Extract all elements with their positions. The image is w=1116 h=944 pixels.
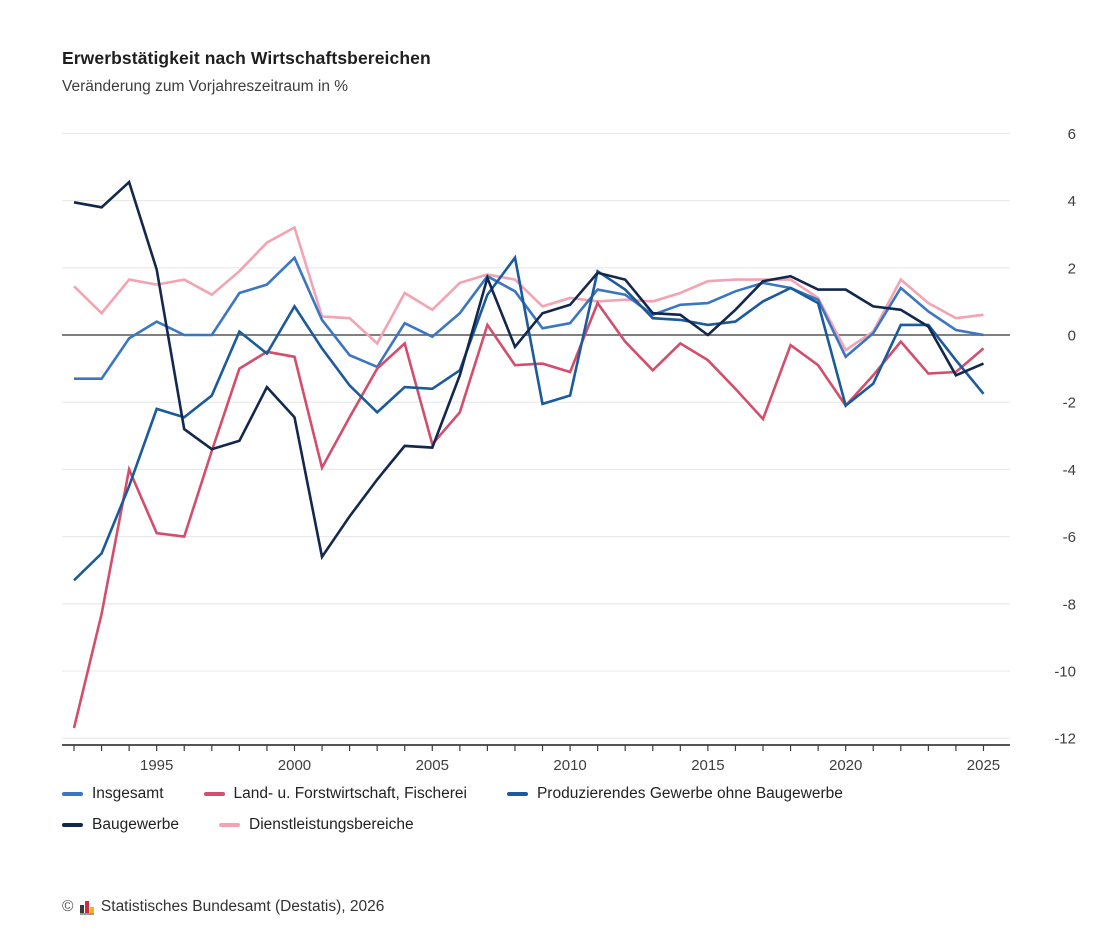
legend-label: Dienstleistungsbereiche — [249, 816, 414, 833]
x-tick-label: 2005 — [416, 757, 449, 774]
x-tick-label: 2010 — [553, 757, 586, 774]
series-line-land-u-forstwirtschaft-fischerei — [72, 300, 985, 729]
y-tick-label: -2 — [1063, 395, 1076, 412]
legend-swatch-icon — [219, 823, 241, 827]
x-tick-label: 1995 — [140, 757, 173, 774]
legend-item-land-u-forstwirtschaft-fischerei[interactable]: Land- u. Forstwirtschaft, Fischerei — [203, 785, 467, 803]
legend-swatch-icon — [62, 792, 83, 796]
legend-row: Insgesamt Land- u. Forstwirtschaft, Fisch… — [62, 785, 1042, 803]
y-tick-label: 0 — [1068, 328, 1076, 345]
x-tick-label: 2000 — [278, 757, 311, 774]
copyright-symbol: © — [62, 898, 74, 915]
legend-item-insgesamt[interactable]: Insgesamt — [62, 785, 164, 803]
chart-legend: Insgesamt Land- u. Forstwirtschaft, Fisch… — [62, 785, 1042, 834]
chart-title: Erwerbstätigkeit nach Wirtschaftsbereich… — [62, 48, 431, 68]
legend-swatch-icon — [203, 792, 225, 796]
y-tick-label: 2 — [1068, 260, 1076, 277]
line-chart: 6 4 2 0 -2 -4 -6 -8 -10 -12 1995 2000 2005 2010 2015 20… — [62, 126, 1076, 774]
source-footer: © Statistisches Bundesamt (Destatis), 20… — [62, 898, 384, 916]
legend-swatch-icon — [62, 823, 83, 827]
legend-item-produzierendes-gewerbe-ohne-baugewerbe[interactable]: Produzierendes Gewerbe ohne Baugewerbe — [506, 785, 843, 803]
y-tick-label: -8 — [1063, 596, 1076, 613]
y-tick-label: -10 — [1054, 664, 1076, 681]
y-tick-label: 6 — [1068, 126, 1076, 143]
legend-item-dienstleistungsbereiche[interactable]: Dienstleistungsbereiche — [219, 816, 414, 834]
legend-label: Produzierendes Gewerbe ohne Baugewerbe — [536, 785, 843, 802]
series-line-produzierendes-gewerbe-ohne-baugewerbe — [73, 254, 985, 582]
y-tick-label: -12 — [1054, 731, 1076, 748]
series-line-baugewerbe — [73, 179, 985, 561]
source-text: Statistisches Bundesamt (Destatis), 2026 — [100, 898, 385, 915]
legend-row: Baugewerbe Dienstleistungsbereiche — [62, 816, 1042, 834]
x-tick-label: 2020 — [829, 757, 862, 774]
destatis-bar-chart-logo-icon — [80, 899, 94, 915]
y-tick-label: -6 — [1063, 529, 1076, 546]
legend-swatch-icon — [506, 792, 528, 796]
series-line-dienstleistungsbereiche — [73, 225, 984, 352]
legend-item-baugewerbe[interactable]: Baugewerbe — [62, 816, 179, 834]
legend-label: Land- u. Forstwirtschaft, Fischerei — [233, 785, 467, 802]
x-tick-label: 2025 — [967, 757, 1000, 774]
chart-subtitle: Veränderung zum Vorjahreszeitraum in % — [62, 78, 349, 95]
legend-label: Insgesamt — [92, 785, 164, 802]
y-tick-label: -4 — [1063, 462, 1076, 479]
x-tick-label: 2015 — [691, 757, 724, 774]
legend-label: Baugewerbe — [92, 816, 180, 833]
series-line-insgesamt — [74, 255, 984, 381]
y-tick-label: 4 — [1068, 193, 1076, 210]
chart-header: Erwerbstätigkeit nach Wirtschaftsbereich… — [0, 0, 1116, 96]
